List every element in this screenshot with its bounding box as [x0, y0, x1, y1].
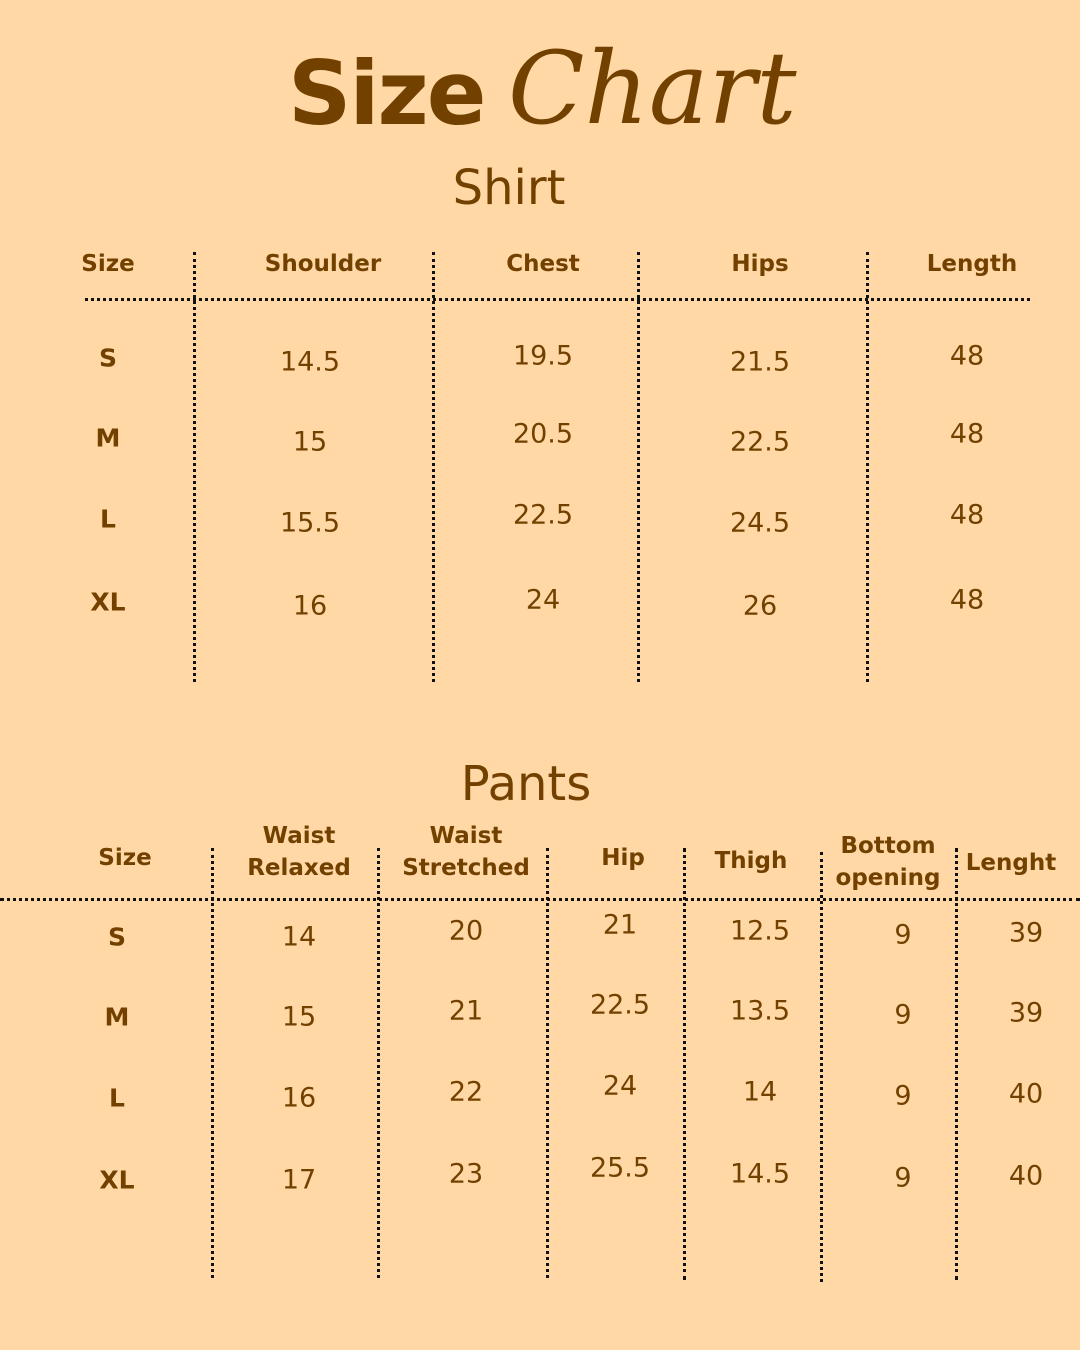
column-divider	[432, 252, 435, 682]
header-divider	[0, 898, 1080, 901]
cell-value: 21.5	[729, 346, 791, 378]
title-chart: Chart	[508, 30, 797, 147]
column-header: Shoulder	[264, 251, 382, 277]
column-header: Waist Relaxed	[247, 823, 351, 881]
cell-value: 14	[742, 1076, 778, 1108]
cell-value: 20	[448, 915, 484, 947]
column-header: Thigh	[714, 848, 788, 874]
cell-value: 39	[1008, 997, 1044, 1029]
size-label: S	[98, 343, 118, 373]
cell-value: 19.5	[512, 340, 574, 372]
cell-value: 16	[281, 1082, 317, 1114]
column-header: Length	[926, 251, 1018, 277]
cell-value: 25.5	[589, 1152, 651, 1184]
cell-value: 24	[525, 584, 561, 616]
size-label: XL	[90, 587, 126, 617]
column-header: Waist Stretched	[402, 823, 530, 881]
size-label: M	[104, 1002, 130, 1032]
cell-value: 24	[602, 1070, 638, 1102]
cell-value: 14	[281, 921, 317, 953]
cell-value: 39	[1008, 917, 1044, 949]
cell-value: 40	[1008, 1160, 1044, 1192]
column-header: Size	[81, 251, 135, 277]
cell-value: 15	[292, 426, 328, 458]
cell-value: 9	[894, 1080, 912, 1112]
column-header: Hips	[731, 251, 789, 277]
column-header: Lenght	[965, 850, 1057, 876]
column-divider	[211, 848, 214, 1278]
title-size: Size	[288, 42, 486, 145]
cell-value: 9	[894, 1162, 912, 1194]
column-header: Chest	[506, 251, 580, 277]
cell-value: 48	[949, 499, 985, 531]
pants-title: Pants	[460, 756, 592, 812]
size-label: M	[95, 423, 121, 453]
cell-value: 24.5	[729, 507, 791, 539]
cell-value: 26	[742, 590, 778, 622]
cell-value: 14.5	[279, 346, 341, 378]
size-label: L	[100, 504, 116, 534]
cell-value: 22	[448, 1076, 484, 1108]
cell-value: 21	[602, 909, 638, 941]
column-divider	[377, 848, 380, 1278]
column-divider	[193, 252, 196, 682]
cell-value: 16	[292, 590, 328, 622]
cell-value: 22.5	[729, 426, 791, 458]
column-header: Hip	[601, 845, 645, 871]
size-label: XL	[99, 1165, 135, 1195]
column-divider	[683, 848, 686, 1280]
column-divider	[820, 852, 823, 1282]
cell-value: 15.5	[279, 507, 341, 539]
cell-value: 40	[1008, 1078, 1044, 1110]
size-label: S	[107, 922, 127, 952]
cell-value: 22.5	[512, 499, 574, 531]
cell-value: 14.5	[729, 1158, 791, 1190]
cell-value: 13.5	[729, 995, 791, 1027]
cell-value: 17	[281, 1164, 317, 1196]
size-label: L	[109, 1083, 125, 1113]
column-divider	[866, 252, 869, 682]
shirt-title: Shirt	[452, 160, 566, 216]
cell-value: 48	[949, 418, 985, 450]
cell-value: 23	[448, 1158, 484, 1190]
column-header: Bottom opening	[835, 833, 941, 891]
column-divider	[637, 252, 640, 682]
header-divider	[85, 298, 1030, 301]
cell-value: 22.5	[589, 989, 651, 1021]
column-divider	[546, 848, 549, 1278]
cell-value: 21	[448, 995, 484, 1027]
cell-value: 20.5	[512, 418, 574, 450]
cell-value: 15	[281, 1001, 317, 1033]
cell-value: 48	[949, 340, 985, 372]
column-divider	[955, 848, 958, 1280]
cell-value: 48	[949, 584, 985, 616]
cell-value: 12.5	[729, 915, 791, 947]
cell-value: 9	[894, 999, 912, 1031]
column-header: Size	[98, 845, 152, 871]
cell-value: 9	[894, 919, 912, 951]
